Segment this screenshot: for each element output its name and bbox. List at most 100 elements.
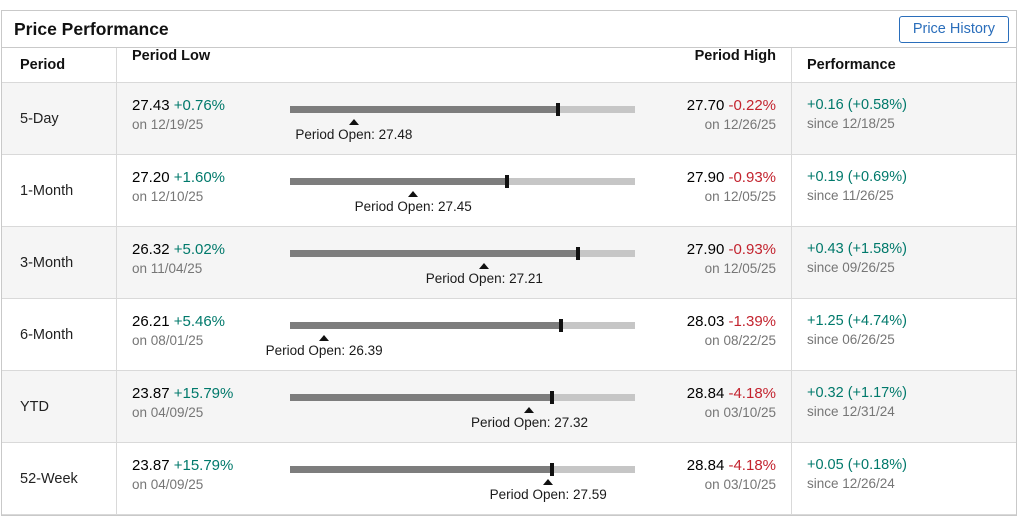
period-high-change: -4.18% bbox=[728, 457, 776, 474]
table-body: 5-Day 27.43 +0.76% on 12/19/25 Period Op… bbox=[2, 83, 1016, 515]
range-bar-track bbox=[290, 394, 635, 401]
period-high-change: -0.93% bbox=[728, 241, 776, 258]
period-open-marker-icon bbox=[408, 191, 419, 197]
range-bar-track bbox=[290, 250, 635, 257]
performance-since: since 11/26/25 bbox=[807, 188, 894, 203]
performance-change: +0.16 (+0.58%) bbox=[807, 97, 907, 113]
price-performance-panel: Price Performance Price History Period P… bbox=[1, 10, 1017, 516]
period-low-price: 27.20 bbox=[132, 169, 170, 186]
range-cell: 23.87 +15.79% on 04/09/25 Period Open: 2… bbox=[117, 443, 792, 514]
range-bar-track bbox=[290, 322, 635, 329]
period-low-date: on 04/09/25 bbox=[132, 405, 204, 420]
period-high-change: -0.22% bbox=[728, 97, 776, 114]
column-header-period: Period bbox=[2, 48, 117, 82]
period-low-change: +5.02% bbox=[173, 241, 226, 258]
current-price-marker bbox=[504, 175, 509, 188]
table-row: 6-Month 26.21 +5.46% on 08/01/25 Period … bbox=[2, 299, 1016, 371]
period-label: 1-Month bbox=[2, 155, 117, 226]
performance-cell: +0.43 (+1.58%) since 09/26/25 bbox=[792, 227, 1016, 298]
range-bar-elapsed bbox=[290, 106, 559, 113]
price-range-bar: Period Open: 27.21 bbox=[290, 227, 635, 298]
period-low-date: on 04/09/25 bbox=[132, 477, 204, 492]
price-history-button[interactable]: Price History bbox=[898, 15, 1009, 43]
range-cell: 27.43 +0.76% on 12/19/25 Period Open: 27… bbox=[117, 83, 792, 154]
performance-since: since 06/26/25 bbox=[807, 332, 895, 347]
period-open-label: Period Open: 27.32 bbox=[470, 415, 589, 430]
period-high-price: 27.90 bbox=[686, 169, 725, 186]
current-price-marker bbox=[576, 247, 581, 260]
page-title: Price Performance bbox=[14, 18, 169, 39]
performance-cell: +1.25 (+4.74%) since 06/26/25 bbox=[792, 299, 1016, 370]
period-high-date: on 08/22/25 bbox=[704, 333, 776, 348]
period-open-marker-icon bbox=[543, 479, 554, 485]
period-high-price: 27.90 bbox=[686, 241, 725, 258]
table-row: 5-Day 27.43 +0.76% on 12/19/25 Period Op… bbox=[2, 83, 1016, 155]
period-low-block: 26.32 +5.02% on 11/04/25 bbox=[117, 227, 290, 298]
period-low-date: on 12/19/25 bbox=[132, 117, 204, 132]
period-high-block: 28.84 -4.18% on 03/10/25 bbox=[635, 443, 791, 514]
period-open-label: Period Open: 27.59 bbox=[489, 487, 607, 502]
column-header-period-low: Period Low bbox=[132, 48, 211, 64]
period-label: 6-Month bbox=[2, 299, 117, 370]
period-label: 52-Week bbox=[2, 443, 117, 514]
performance-change: +0.19 (+0.69%) bbox=[807, 169, 907, 185]
range-bar-elapsed bbox=[290, 178, 507, 185]
range-bar-track bbox=[290, 466, 635, 473]
performance-since: since 12/18/25 bbox=[807, 116, 895, 131]
period-high-price: 27.70 bbox=[686, 97, 725, 114]
period-low-change: +15.79% bbox=[173, 385, 234, 402]
period-high-block: 27.90 -0.93% on 12/05/25 bbox=[635, 155, 791, 226]
performance-cell: +0.16 (+0.58%) since 12/18/25 bbox=[792, 83, 1016, 154]
period-high-date: on 03/10/25 bbox=[704, 477, 776, 492]
performance-cell: +0.32 (+1.17%) since 12/31/24 bbox=[792, 371, 1016, 442]
period-high-price: 28.84 bbox=[686, 457, 725, 474]
period-open-label: Period Open: 27.21 bbox=[425, 271, 543, 286]
table-row: 3-Month 26.32 +5.02% on 11/04/25 Period … bbox=[2, 227, 1016, 299]
period-low-change: +15.79% bbox=[173, 457, 234, 474]
period-high-date: on 12/05/25 bbox=[704, 189, 776, 204]
current-price-marker bbox=[549, 463, 554, 476]
period-low-date: on 08/01/25 bbox=[132, 333, 204, 348]
range-bar-elapsed bbox=[290, 250, 579, 257]
range-bar-track bbox=[290, 106, 635, 113]
price-range-bar: Period Open: 27.32 bbox=[290, 371, 635, 442]
period-open-marker-icon bbox=[319, 335, 330, 341]
price-range-bar: Period Open: 27.48 bbox=[290, 83, 635, 154]
column-header-mid: Period Low Period High bbox=[117, 48, 792, 82]
performance-since: since 12/26/24 bbox=[807, 476, 895, 491]
performance-cell: +0.05 (+0.18%) since 12/26/24 bbox=[792, 443, 1016, 514]
period-low-change: +1.60% bbox=[173, 169, 226, 186]
period-high-change: -1.39% bbox=[728, 313, 776, 330]
table-row: 52-Week 23.87 +15.79% on 04/09/25 Period… bbox=[2, 443, 1016, 515]
period-high-block: 28.84 -4.18% on 03/10/25 bbox=[635, 371, 791, 442]
period-label: 3-Month bbox=[2, 227, 117, 298]
range-cell: 26.32 +5.02% on 11/04/25 Period Open: 27… bbox=[117, 227, 792, 298]
period-open-label: Period Open: 27.48 bbox=[295, 127, 413, 142]
period-low-date: on 12/10/25 bbox=[132, 189, 204, 204]
panel-titlebar: Price Performance Price History bbox=[2, 11, 1016, 48]
period-low-price: 26.32 bbox=[132, 241, 170, 258]
period-low-price: 27.43 bbox=[132, 97, 170, 114]
period-high-date: on 12/05/25 bbox=[704, 261, 776, 276]
price-range-bar: Period Open: 27.59 bbox=[290, 443, 635, 514]
column-header-performance: Performance bbox=[807, 57, 896, 73]
period-low-block: 27.20 +1.60% on 12/10/25 bbox=[117, 155, 290, 226]
period-high-block: 28.03 -1.39% on 08/22/25 bbox=[635, 299, 791, 370]
period-low-price: 23.87 bbox=[132, 385, 170, 402]
period-label: YTD bbox=[2, 371, 117, 442]
current-price-marker bbox=[559, 319, 564, 332]
price-range-bar: Period Open: 27.45 bbox=[290, 155, 635, 226]
period-open-marker-icon bbox=[524, 407, 535, 413]
range-bar-elapsed bbox=[290, 322, 562, 329]
performance-change: +0.32 (+1.17%) bbox=[807, 385, 907, 401]
current-price-marker bbox=[556, 103, 561, 116]
range-cell: 26.21 +5.46% on 08/01/25 Period Open: 26… bbox=[117, 299, 792, 370]
period-low-change: +5.46% bbox=[173, 313, 226, 330]
period-low-price: 26.21 bbox=[132, 313, 170, 330]
performance-change: +0.43 (+1.58%) bbox=[807, 241, 907, 257]
period-high-change: -0.93% bbox=[728, 169, 776, 186]
price-range-bar: Period Open: 26.39 bbox=[266, 299, 635, 370]
period-open-marker-icon bbox=[348, 119, 359, 125]
period-high-price: 28.84 bbox=[686, 385, 725, 402]
period-low-block: 23.87 +15.79% on 04/09/25 bbox=[117, 371, 290, 442]
